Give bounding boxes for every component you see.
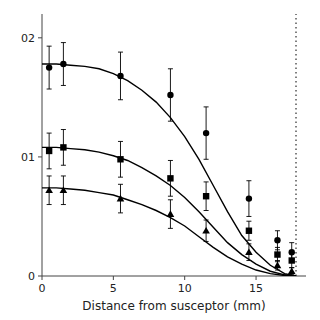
data-point bbox=[274, 237, 280, 243]
x-tick-label: 0 bbox=[39, 282, 46, 295]
data-point bbox=[246, 228, 252, 234]
axes: 0 5 10 15 0 01 02 bbox=[21, 14, 306, 295]
error-bar bbox=[118, 141, 123, 177]
y-tick-label: 01 bbox=[21, 151, 35, 164]
error-bar bbox=[118, 52, 123, 100]
fit-curve bbox=[42, 64, 296, 276]
x-tick bbox=[113, 276, 114, 280]
page: {"chart_data": { "type": "line", "xlabel… bbox=[0, 0, 320, 320]
data-point bbox=[202, 227, 210, 234]
plot-area bbox=[42, 14, 296, 276]
data-point bbox=[46, 64, 52, 70]
data-point bbox=[60, 144, 66, 150]
error-bar bbox=[47, 46, 52, 89]
error-bar bbox=[246, 181, 251, 217]
data-point bbox=[289, 257, 295, 263]
data-point bbox=[46, 148, 52, 154]
error-bar bbox=[168, 160, 173, 196]
vertical-line bbox=[296, 14, 297, 276]
error-bar bbox=[289, 253, 294, 267]
fit-curve bbox=[42, 147, 296, 276]
error-bar bbox=[47, 133, 52, 169]
data-point bbox=[45, 186, 53, 193]
x-tick-label: 15 bbox=[249, 282, 263, 295]
chart: 0 5 10 15 0 01 02 Distance from susceptor (mm) bbox=[0, 0, 320, 320]
x-tick-label: 5 bbox=[110, 282, 117, 295]
data-point bbox=[117, 195, 125, 202]
error-bar bbox=[246, 221, 251, 240]
fit-curve bbox=[42, 188, 296, 276]
y-axis-line bbox=[42, 14, 43, 276]
data-point bbox=[117, 156, 123, 162]
x-axis-line bbox=[42, 276, 306, 277]
data-point bbox=[167, 92, 173, 98]
y-tick bbox=[38, 276, 42, 277]
data-point bbox=[274, 251, 280, 257]
x-axis-label: Distance from susceptor (mm) bbox=[82, 299, 265, 313]
error-bar bbox=[204, 182, 209, 211]
error-bar bbox=[275, 231, 280, 250]
point-series bbox=[45, 176, 295, 275]
data-point bbox=[246, 195, 252, 201]
y-tick-label: 02 bbox=[21, 32, 35, 45]
x-tick bbox=[184, 276, 185, 280]
data-point bbox=[117, 73, 123, 79]
error-bar bbox=[61, 130, 66, 166]
x-tick bbox=[256, 276, 257, 280]
error-bar bbox=[168, 69, 173, 121]
y-tick-label: 0 bbox=[28, 270, 35, 283]
point-series bbox=[46, 43, 295, 262]
data-point bbox=[288, 267, 296, 274]
data-point bbox=[245, 248, 253, 255]
point-series bbox=[46, 130, 295, 268]
data-point bbox=[274, 261, 282, 268]
x-tick bbox=[42, 276, 43, 280]
data-point bbox=[60, 186, 68, 193]
data-point bbox=[203, 193, 209, 199]
error-bar bbox=[275, 247, 280, 261]
x-tick-label: 10 bbox=[178, 282, 192, 295]
y-tick bbox=[38, 37, 42, 38]
y-tick bbox=[38, 156, 42, 157]
data-point bbox=[60, 61, 66, 67]
data-point bbox=[203, 130, 209, 136]
data-point bbox=[167, 175, 173, 181]
data-point bbox=[167, 210, 175, 217]
error-bar bbox=[204, 107, 209, 159]
error-bar bbox=[61, 43, 66, 86]
